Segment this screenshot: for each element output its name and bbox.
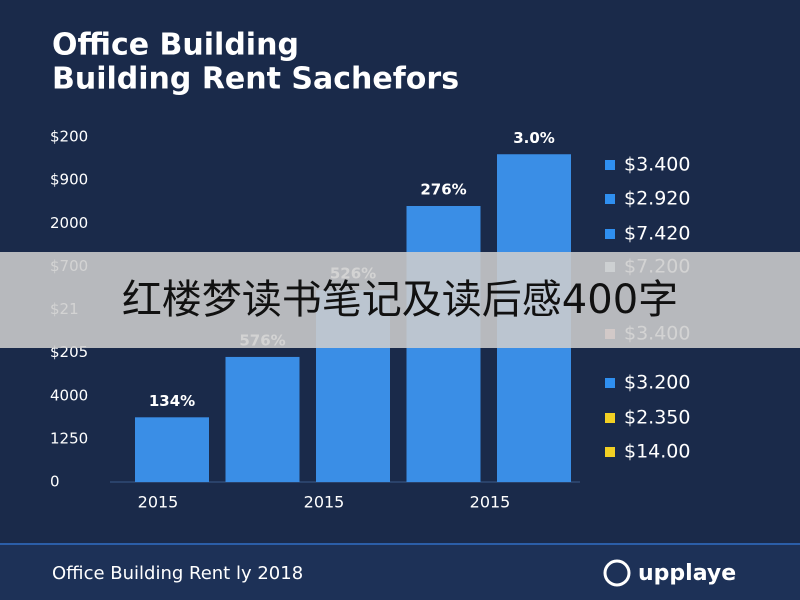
legend-swatch (605, 160, 615, 170)
legend-label: $3.400 (624, 154, 690, 176)
legend-swatch (605, 378, 615, 388)
legend-label: $2.350 (624, 407, 690, 429)
x-tick-label: 2015 (304, 493, 345, 512)
x-tick-label: 2015 (138, 493, 179, 512)
legend-swatch (605, 194, 615, 204)
banner (0, 252, 800, 348)
y-tick-label: 4000 (50, 386, 88, 404)
footer-brand: upplaye (638, 561, 736, 586)
footer-bar (0, 544, 800, 600)
footer-caption: Office Building Rent ly 2018 (52, 563, 303, 584)
bar-label: 134% (149, 392, 195, 410)
y-tick-label: 0 (50, 473, 60, 491)
brand-icon (603, 559, 631, 587)
chart-title: Office Building (52, 28, 299, 63)
y-tick-label: $900 (50, 171, 88, 189)
legend-label: $2.920 (624, 188, 690, 210)
y-tick-label: 2000 (50, 214, 88, 232)
legend-swatch (605, 447, 615, 457)
y-tick-label: 1250 (50, 429, 88, 447)
bar-label: 276% (420, 181, 466, 199)
legend-label: $7.420 (624, 223, 690, 245)
x-tick-label: 2015 (470, 493, 511, 512)
legend-label: $3.200 (624, 372, 690, 394)
bar-label: 3.0% (513, 129, 555, 147)
legend-swatch (605, 413, 615, 423)
bar (225, 356, 300, 482)
legend-label: $14.00 (624, 441, 690, 463)
bar (135, 417, 209, 482)
legend-swatch (605, 229, 615, 239)
banner-text: 红楼梦读书笔记及读后感400字 (122, 277, 678, 323)
chart-subtitle: Building Rent Sachefors (52, 62, 459, 97)
y-tick-label: $200 (50, 128, 88, 146)
